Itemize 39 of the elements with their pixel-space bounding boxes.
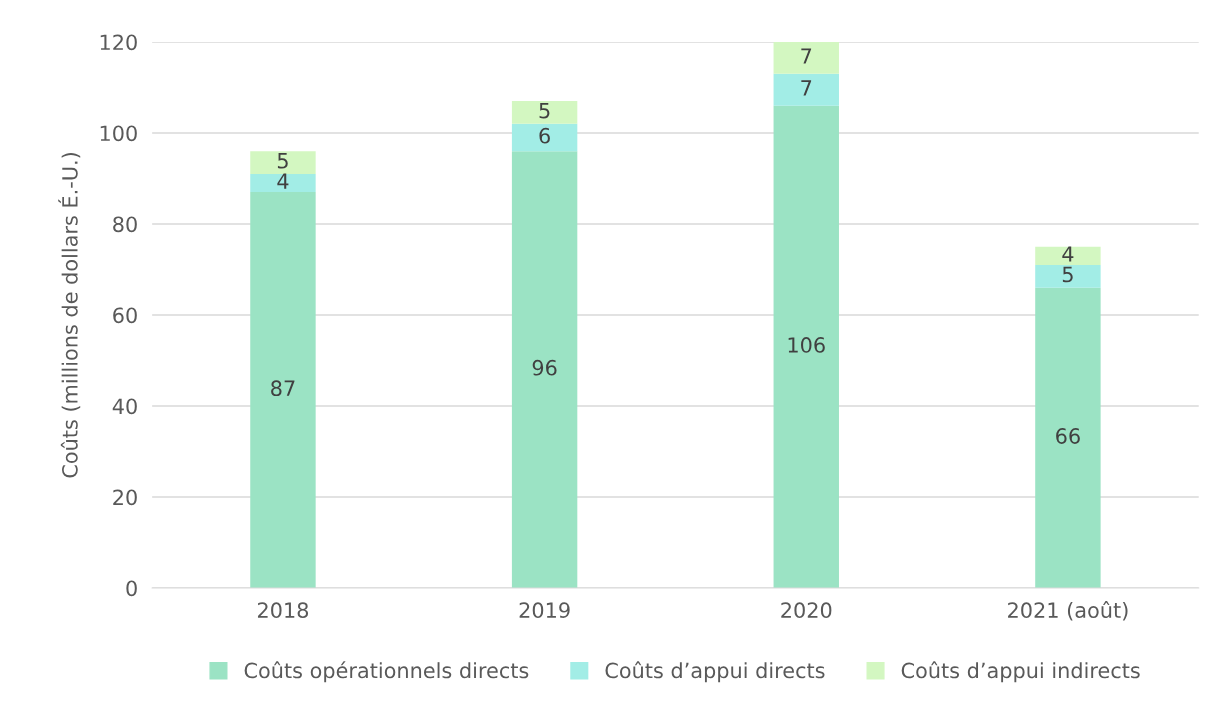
y-tick-label: 80 [113, 216, 137, 233]
bar [250, 151, 316, 174]
y-tick-label: 120 [100, 34, 137, 51]
bar [773, 41, 839, 74]
bar [1035, 264, 1101, 288]
data-label: 4 [277, 173, 289, 189]
bar [1035, 246, 1101, 265]
x-tick-label: 2018 [257, 602, 309, 619]
y-axis-title: Coûts (millions de dollars É.-U.) [58, 153, 81, 478]
legend-label: Coûts opérationnels directs [244, 661, 529, 683]
data-label: 7 [801, 80, 812, 96]
y-tick-label: 60 [113, 307, 137, 324]
x-tick-label: 2019 [519, 602, 570, 619]
data-label: 4 [1062, 246, 1074, 262]
data-label: 7 [801, 48, 812, 64]
bar [511, 101, 578, 124]
data-label: 6 [539, 127, 550, 144]
legend-label: Coûts d’appui indirects [901, 661, 1140, 683]
y-tick-label: 20 [113, 489, 137, 506]
bar [773, 73, 839, 106]
data-label: 96 [532, 359, 557, 376]
data-label: 106 [788, 337, 825, 353]
y-tick-label: 0 [126, 580, 137, 597]
x-tick-label: 2020 [781, 602, 832, 619]
data-label: 5 [539, 103, 550, 119]
data-label: 5 [1062, 266, 1073, 283]
x-tick-label: 2021 (août) [1008, 601, 1128, 621]
bar [250, 173, 316, 193]
bar [511, 151, 578, 588]
data-label: 5 [277, 153, 288, 169]
bar [1035, 287, 1101, 588]
legend-label: Coûts d’appui directs [605, 661, 825, 683]
bar [773, 105, 839, 588]
data-label: 87 [271, 380, 295, 397]
y-tick-label: 100 [100, 125, 137, 142]
bar [511, 123, 578, 152]
data-label: 66 [1056, 428, 1080, 444]
y-tick-label: 40 [112, 398, 137, 415]
bar [250, 192, 316, 588]
